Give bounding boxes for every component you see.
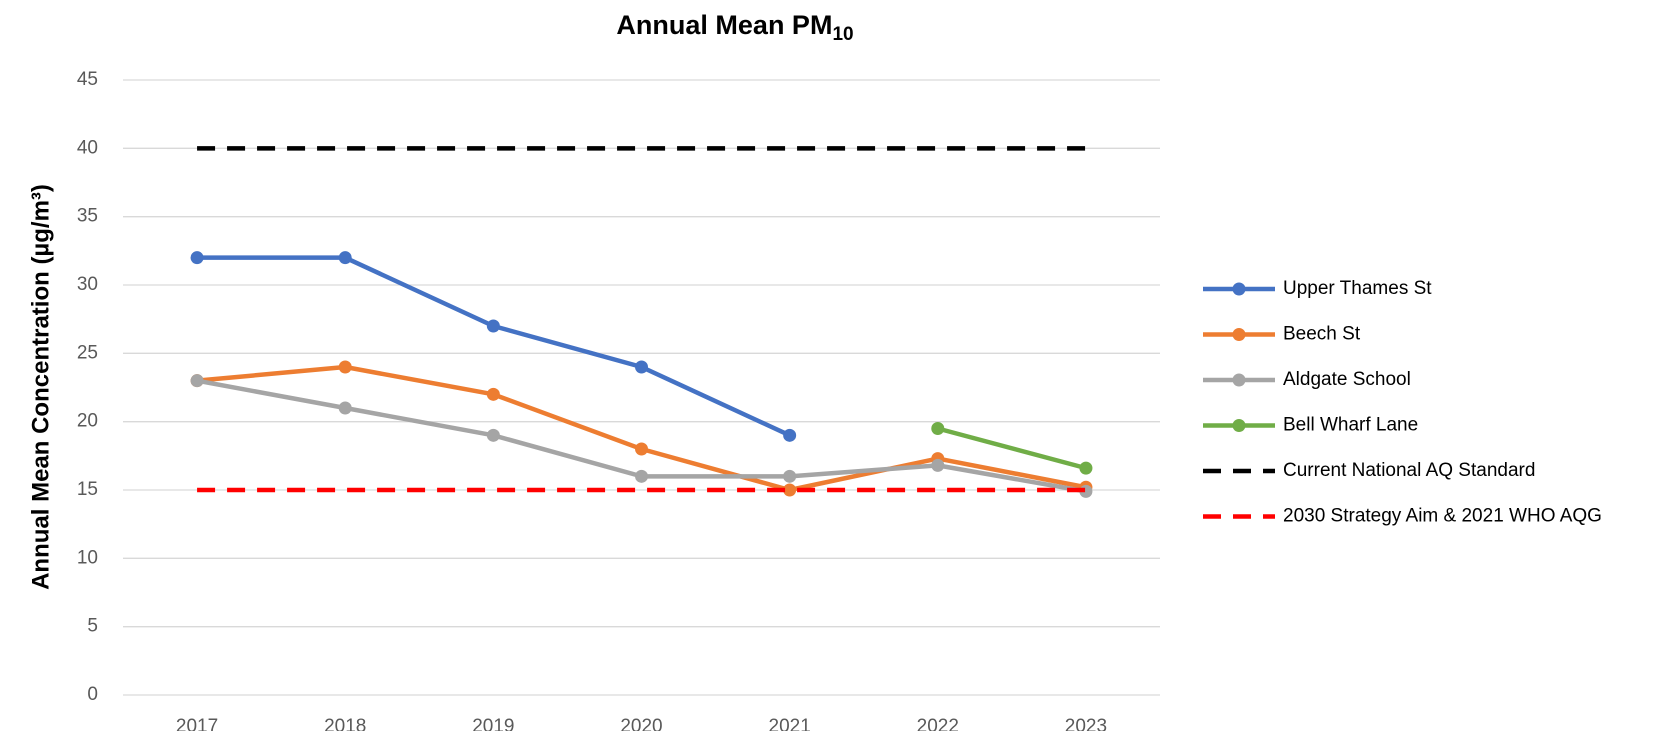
- x-tick-label: 2018: [324, 716, 366, 731]
- legend-marker: [1232, 282, 1246, 296]
- title-main: Annual Mean PM: [616, 10, 832, 40]
- data-point: [1079, 461, 1093, 475]
- x-tick-label: 2022: [917, 716, 959, 731]
- data-point: [338, 251, 352, 265]
- x-tick-label: 2020: [620, 716, 662, 731]
- x-tick-label: 2017: [176, 716, 218, 731]
- y-tick-label: 15: [77, 479, 98, 500]
- y-tick-label: 30: [77, 274, 98, 295]
- data-point: [783, 428, 797, 442]
- data-point: [931, 458, 945, 472]
- data-point: [486, 319, 500, 333]
- data-point: [486, 387, 500, 401]
- y-tick-label: 35: [77, 206, 98, 227]
- series-line: [197, 255, 791, 438]
- legend-marker: [1232, 373, 1246, 387]
- y-tick-label: 10: [77, 547, 98, 568]
- legend-label: Bell Wharf Lane: [1283, 415, 1418, 436]
- legend-label: 2030 Strategy Aim & 2021 WHO AQG: [1283, 506, 1602, 527]
- x-tick-label: 2019: [472, 716, 514, 731]
- data-point: [635, 442, 648, 456]
- x-tick-label: 2021: [769, 716, 811, 731]
- data-point: [338, 401, 352, 415]
- y-tick-label: 0: [87, 684, 98, 705]
- y-tick-label: 45: [77, 69, 98, 90]
- legend-label: Beech St: [1283, 324, 1361, 345]
- series-line: [937, 426, 1087, 471]
- y-tick-label: 40: [77, 137, 98, 158]
- y-axis-label: Annual Mean Concentration (µg/m³): [27, 184, 54, 590]
- y-tick-label: 25: [77, 342, 98, 363]
- data-point: [931, 422, 945, 435]
- data-point: [338, 360, 352, 374]
- data-point: [635, 469, 648, 483]
- data-point: [190, 251, 204, 265]
- data-point: [783, 483, 797, 497]
- data-point: [783, 469, 797, 483]
- legend-label: Aldgate School: [1283, 369, 1411, 390]
- data-point: [486, 428, 500, 442]
- y-tick-label: 5: [87, 616, 98, 637]
- legend-label: Current National AQ Standard: [1283, 460, 1535, 481]
- legend-marker: [1232, 419, 1246, 432]
- data-point: [635, 360, 648, 374]
- y-tick-label: 20: [77, 411, 98, 432]
- x-tick-label: 2023: [1065, 716, 1107, 731]
- legend-label: Upper Thames St: [1283, 278, 1432, 299]
- title-subscript: 10: [832, 24, 853, 45]
- data-point: [190, 374, 204, 388]
- legend-marker: [1232, 328, 1246, 341]
- chart-title: Annual Mean PM10: [616, 10, 853, 45]
